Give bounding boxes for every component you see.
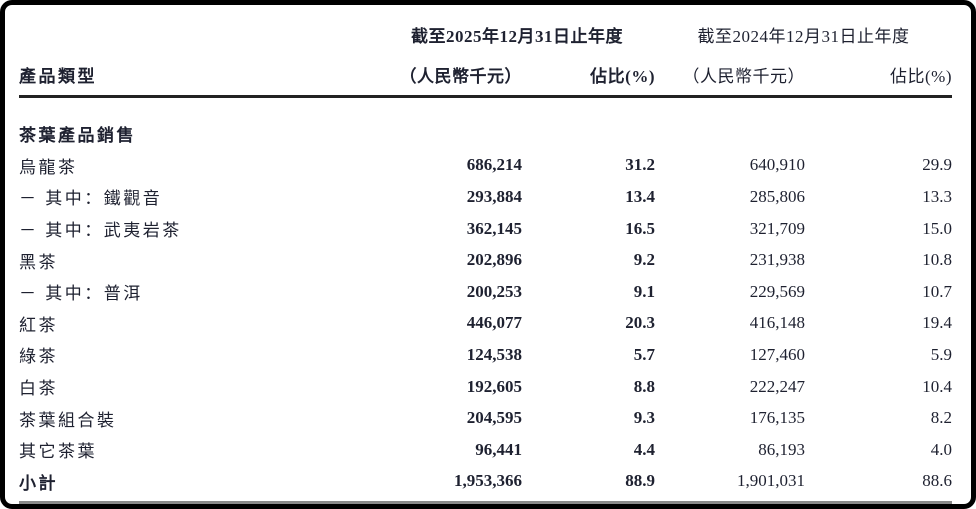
share-2025: 20.3 <box>625 313 655 333</box>
product-type-header: 產品類型 <box>19 51 379 98</box>
share-2024: 5.9 <box>930 344 952 364</box>
value-2025: 293,884 <box>466 186 522 206</box>
table-row: 紅茶 446,077 20.3 416,148 19.4 <box>19 308 952 340</box>
share-2024: 10.8 <box>922 250 952 270</box>
section-row: 茶葉產品銷售 <box>19 97 952 150</box>
value-2024: 1,901,031 <box>655 465 805 504</box>
product-label: 綠茶 <box>19 347 58 367</box>
share-2025: 5.7 <box>633 344 655 364</box>
share-header-2025: 佔比(%) <box>522 51 655 98</box>
share-header-2024: 佔比(%) <box>805 51 952 98</box>
value-2025: 200,253 <box>466 281 522 301</box>
subtotal-row: 小計 1,953,366 88.9 1,901,031 88.6 <box>19 465 952 504</box>
share-2024: 10.7 <box>922 281 952 301</box>
share-2024: 15.0 <box>922 218 952 238</box>
share-2024: 4.0 <box>930 439 952 459</box>
column-group-2024: 截至2024年12月31日止年度 <box>697 27 910 46</box>
empty-corner-cell <box>19 13 379 51</box>
product-label: 其它茶葉 <box>19 442 97 462</box>
value-2025: 1,953,366 <box>379 465 522 504</box>
unit-header-row: 產品類型 （人民幣千元） 佔比(%) （人民幣千元） 佔比(%) <box>19 51 952 98</box>
value-2024: 285,806 <box>749 186 805 206</box>
value-2025: 192,605 <box>466 376 522 396</box>
value-2025: 204,595 <box>466 408 522 428</box>
period-header-row: 截至2025年12月31日止年度 截至2024年12月31日止年度 <box>19 13 952 51</box>
value-2025: 96,441 <box>475 439 522 459</box>
table-row: － 其中：普洱 200,253 9.1 229,569 10.7 <box>19 276 952 308</box>
product-label: － 其中：鐵觀音 <box>19 189 163 209</box>
products-table: 截至2025年12月31日止年度 截至2024年12月31日止年度 產品類型 （… <box>19 13 952 504</box>
value-2025: 124,538 <box>466 344 522 364</box>
share-2025: 9.1 <box>633 281 655 301</box>
share-2025: 31.2 <box>625 155 655 175</box>
share-2024: 10.4 <box>922 376 952 396</box>
value-2024: 176,135 <box>749 408 805 428</box>
share-2025: 16.5 <box>625 218 655 238</box>
value-2025: 446,077 <box>466 313 522 333</box>
product-label: 小計 <box>19 465 379 504</box>
value-2024: 222,247 <box>749 376 805 396</box>
value-2025: 686,214 <box>466 155 522 175</box>
share-2025: 9.3 <box>633 408 655 428</box>
product-label: 茶葉產品銷售 <box>19 126 136 146</box>
product-label: 黑茶 <box>19 252 58 272</box>
product-label: 白茶 <box>19 379 58 399</box>
share-2025: 9.2 <box>633 250 655 270</box>
value-2024: 86,193 <box>758 439 805 459</box>
table-body: 茶葉產品銷售 烏龍茶 686,214 31.2 640,910 29.9 － 其中：鐵觀音 2… <box>19 97 952 504</box>
product-label: － 其中：武夷岩茶 <box>19 221 182 241</box>
share-2024: 88.6 <box>805 465 952 504</box>
unit-header-2025: （人民幣千元） <box>379 51 522 98</box>
share-2024: 13.3 <box>922 186 952 206</box>
product-label: 茶葉組合裝 <box>19 410 117 430</box>
table-row: 烏龍茶 686,214 31.2 640,910 29.9 <box>19 150 952 182</box>
share-2025: 8.8 <box>633 376 655 396</box>
product-label: 紅茶 <box>19 315 58 335</box>
share-2024: 29.9 <box>922 155 952 175</box>
product-label: 烏龍茶 <box>19 157 78 177</box>
value-2025 <box>379 97 522 150</box>
unit-header-2024: （人民幣千元） <box>655 51 805 98</box>
share-2025 <box>522 97 655 150</box>
table-row: 黑茶 202,896 9.2 231,938 10.8 <box>19 244 952 276</box>
column-group-2025: 截至2025年12月31日止年度 <box>411 27 623 46</box>
table-row: 白茶 192,605 8.8 222,247 10.4 <box>19 371 952 403</box>
value-2024: 416,148 <box>749 313 805 333</box>
product-label: － 其中：普洱 <box>19 284 143 304</box>
table-row: 其它茶葉 96,441 4.4 86,193 4.0 <box>19 434 952 466</box>
table-row: 茶葉組合裝 204,595 9.3 176,135 8.2 <box>19 402 952 434</box>
share-2025: 13.4 <box>625 186 655 206</box>
value-2024: 640,910 <box>749 155 805 175</box>
share-2024 <box>805 97 952 150</box>
report-content: 截至2025年12月31日止年度 截至2024年12月31日止年度 產品類型 （… <box>19 13 952 504</box>
table-row: 綠茶 124,538 5.7 127,460 5.9 <box>19 339 952 371</box>
share-2024: 8.2 <box>930 408 952 428</box>
share-2025: 4.4 <box>633 439 655 459</box>
value-2025: 202,896 <box>466 250 522 270</box>
value-2024: 231,938 <box>749 250 805 270</box>
table-row: － 其中：武夷岩茶 362,145 16.5 321,709 15.0 <box>19 213 952 245</box>
value-2024: 229,569 <box>749 281 805 301</box>
value-2025: 362,145 <box>466 218 522 238</box>
value-2024: 321,709 <box>749 218 805 238</box>
value-2024 <box>655 97 805 150</box>
table-row: － 其中：鐵觀音 293,884 13.4 285,806 13.3 <box>19 181 952 213</box>
share-2025: 88.9 <box>522 465 655 504</box>
value-2024: 127,460 <box>749 344 805 364</box>
share-2024: 19.4 <box>922 313 952 333</box>
